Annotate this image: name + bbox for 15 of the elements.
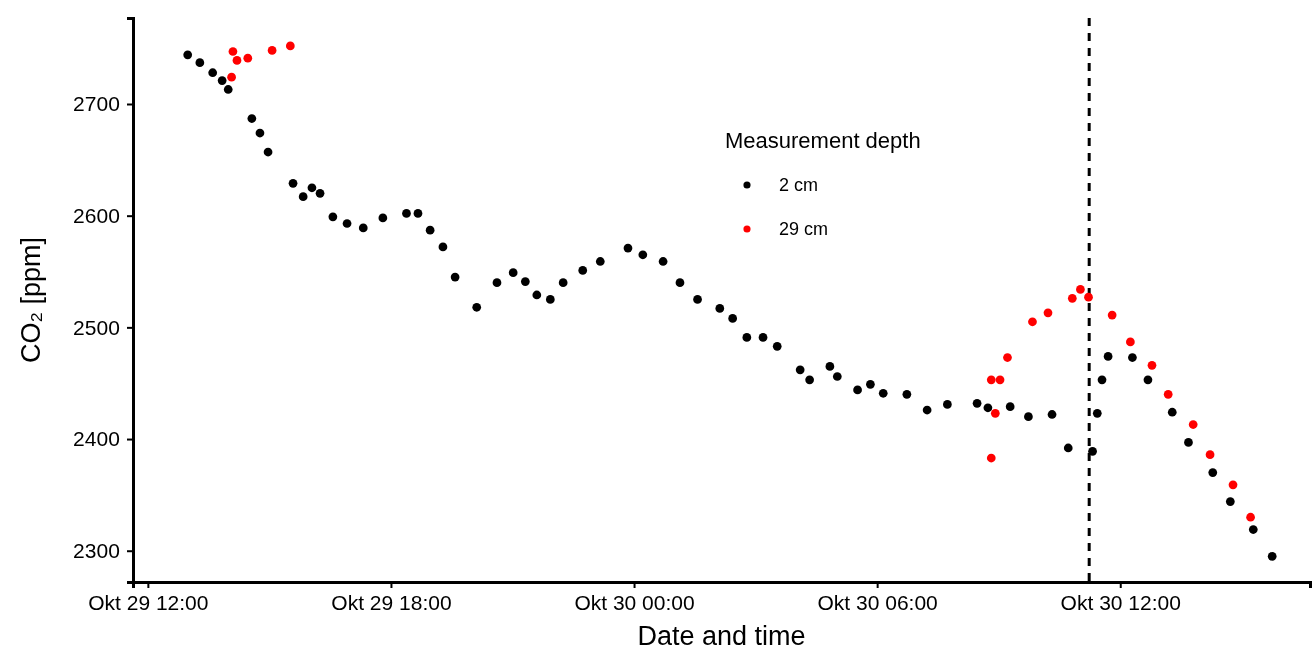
legend-title: Measurement depth <box>725 128 921 153</box>
x-axis-title: Date and time <box>637 621 806 651</box>
legend-label: 29 cm <box>779 219 829 239</box>
x-tick-label: Okt 30 06:00 <box>817 590 938 614</box>
y-tick-label: 2500 <box>73 315 120 339</box>
y-tick-label: 2400 <box>73 427 120 451</box>
y-tick-label: 2700 <box>73 92 120 116</box>
x-tick-label: Okt 29 12:00 <box>88 590 209 614</box>
y-axis-title: CO₂ [ppm] <box>16 236 46 364</box>
x-tick-label: Okt 30 12:00 <box>1060 590 1181 614</box>
y-tick-label: 2600 <box>73 203 120 227</box>
y-tick-label: 2300 <box>73 538 120 562</box>
x-tick-label: Okt 30 00:00 <box>574 590 695 614</box>
x-tick-label: Okt 29 18:00 <box>331 590 452 614</box>
legend-label: 2 cm <box>779 175 819 195</box>
